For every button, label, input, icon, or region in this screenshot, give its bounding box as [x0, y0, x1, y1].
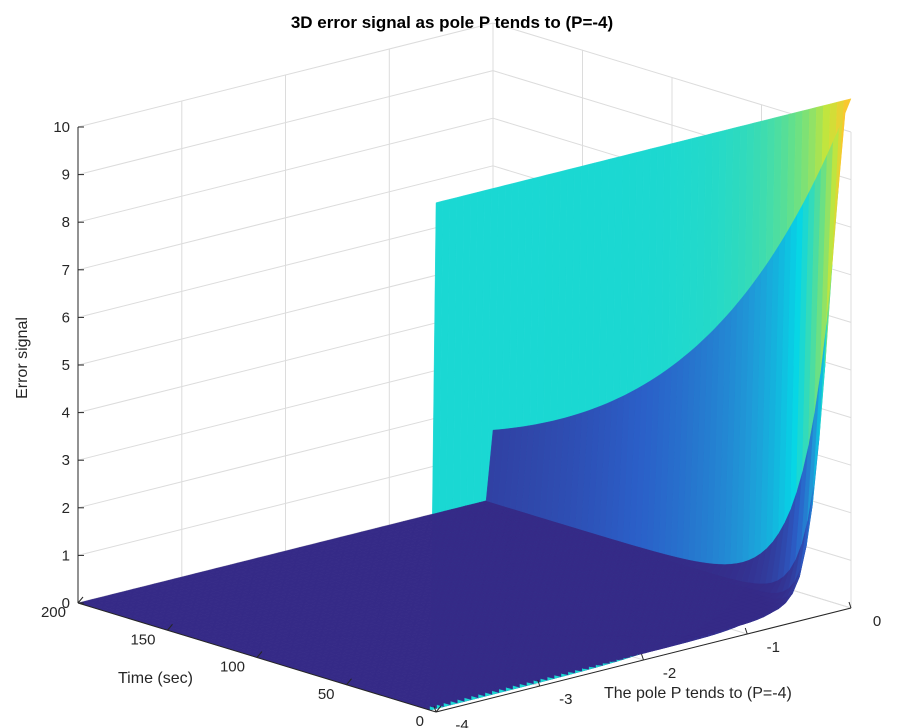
z-tick-label: 8	[62, 214, 70, 231]
x-tick-mark	[848, 601, 852, 609]
z-tick-label: 4	[62, 405, 70, 422]
z-tick-label: 9	[62, 167, 70, 184]
x-tick-label: -4	[455, 717, 468, 728]
z-axis-label: Error signal	[14, 317, 31, 399]
chart-title: 3D error signal as pole P tends to (P=-4…	[291, 13, 613, 32]
z-tick-label: 1	[62, 547, 70, 564]
y-tick-label: 50	[318, 686, 335, 703]
z-tick-label: 5	[62, 357, 70, 374]
x-tick-mark	[537, 679, 541, 687]
z-tick-label: 0	[62, 595, 70, 612]
y-tick-mark	[346, 678, 352, 686]
y-axis-label: Time (sec)	[118, 670, 193, 687]
z-tick-label: 3	[62, 452, 70, 469]
x-tick-label: -1	[767, 639, 780, 656]
x-tick-label: 0	[873, 613, 881, 630]
surface-layer	[77, 98, 852, 711]
x-axis-label: The pole P tends to (P=-4)	[604, 685, 792, 702]
y-tick-mark	[77, 596, 84, 604]
x-tick-mark	[433, 705, 437, 713]
x-tick-mark	[641, 653, 644, 661]
y-tick-mark	[256, 651, 263, 658]
x-tick-mark	[744, 627, 748, 635]
z-tick-label: 10	[53, 119, 70, 136]
y-tick-label: 200	[41, 604, 66, 621]
tick-layer: 0 1 2 3 4 5 6 7 8 9 10 -4 -3 -2 -1 0 0 50 100 150 200	[41, 119, 881, 728]
y-tick-mark	[167, 623, 173, 631]
surface-patch	[837, 98, 852, 191]
x-tick-label: -2	[663, 665, 676, 682]
z-tick-label: 2	[62, 500, 70, 517]
x-tick-label: -3	[559, 691, 572, 708]
z-tick-label: 7	[62, 262, 70, 279]
y-tick-mark	[435, 705, 442, 713]
y-tick-label: 150	[130, 631, 155, 648]
y-tick-label: 0	[416, 713, 424, 728]
axis-layer	[77, 126, 852, 713]
y-tick-label: 100	[220, 659, 245, 676]
z-tick-label: 6	[62, 309, 70, 326]
